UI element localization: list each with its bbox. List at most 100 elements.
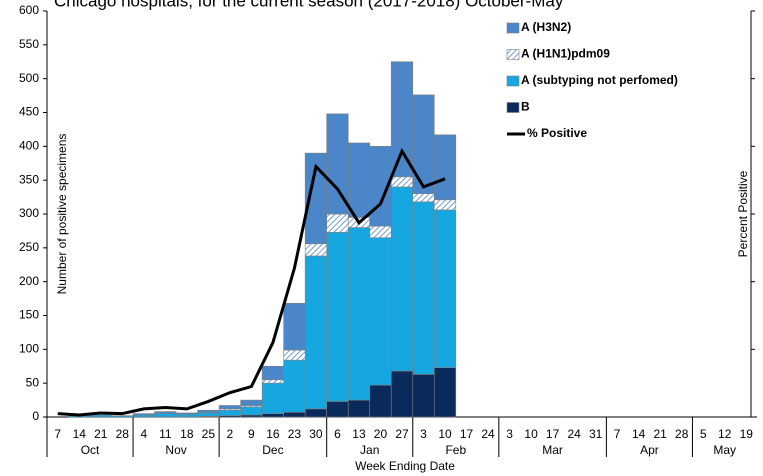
x-tick-label: 24 (567, 427, 581, 441)
chart-title: Chicago hospitals, for the current seaso… (54, 0, 564, 10)
month-label: May (713, 443, 736, 457)
bar-segment (283, 303, 306, 351)
x-tick-label: 3 (420, 427, 427, 441)
x-tick-label: 19 (740, 427, 754, 441)
x-tick-label: 10 (438, 427, 452, 441)
bar-segment (304, 408, 327, 418)
bar-segment (390, 370, 414, 418)
bar-segment (240, 414, 263, 418)
bar-segment (347, 142, 371, 218)
bar-segment (89, 414, 112, 418)
legend-swatch (506, 75, 520, 87)
bar-segment (283, 359, 306, 413)
x-tick-label: 20 (374, 427, 388, 441)
x-tick-label: 13 (352, 427, 366, 441)
bar-segment (240, 399, 263, 406)
bar-segment (111, 415, 134, 418)
y-tick-label: 250 (19, 240, 39, 254)
x-tick-label: 18 (180, 427, 194, 441)
bar-segment (304, 243, 327, 257)
x-tick-label: 17 (546, 427, 560, 441)
bar-segment (433, 209, 457, 368)
x-tick-label: 30 (309, 427, 323, 441)
x-tick-label: 27 (395, 427, 409, 441)
line (57, 147, 446, 417)
x-tick-label: 23 (288, 427, 302, 441)
legend-label: A (H3N2) (521, 20, 571, 34)
bar-segment (261, 365, 284, 381)
x-tick-label: 4 (140, 427, 147, 441)
x-tick-label: 17 (460, 427, 474, 441)
bar-segment (369, 384, 392, 418)
x-tick-label: 2 (227, 427, 234, 441)
y-tick-label: 50 (26, 375, 40, 389)
y-tick-label: 350 (19, 172, 39, 186)
x-tick-label: 14 (73, 427, 87, 441)
x-tick-label: 14 (632, 427, 646, 441)
bar-segment (326, 213, 349, 233)
bar-segment (132, 413, 155, 416)
bar-segment (433, 367, 457, 418)
bar-segment (132, 414, 155, 418)
legend-swatch (506, 49, 520, 60)
y-tick-label: 450 (19, 105, 39, 119)
y-tick-label: 600 (19, 3, 39, 17)
bar-segment (197, 412, 220, 417)
bar-segment (261, 379, 284, 384)
month-label: Mar (542, 443, 563, 457)
x-tick-label: 7 (614, 427, 621, 441)
bar-segment (390, 176, 414, 188)
y-tick-label: 500 (19, 71, 39, 85)
bar-segment (326, 231, 349, 402)
x-tick-label: 9 (248, 427, 255, 441)
y-tick-label: 550 (19, 37, 39, 51)
bar-segment (326, 401, 349, 418)
x-tick-label: 3 (506, 427, 513, 441)
bar-segment (412, 374, 435, 418)
bar-segment (240, 406, 263, 416)
y2-axis-title: Percent Positive (736, 170, 750, 257)
bar-segment (390, 61, 414, 178)
bar-segment (433, 199, 457, 211)
y-axis-title: Number of positive specimens (55, 134, 69, 295)
bar-segment (369, 146, 392, 227)
y-tick-label: 300 (19, 206, 39, 220)
x-tick-label: 10 (524, 427, 538, 441)
month-label: Apr (640, 443, 659, 457)
legend-label: A (H1N1)pdm09 (521, 47, 610, 61)
month-label: Feb (445, 443, 466, 457)
bar-segment (283, 349, 306, 361)
y-tick-label: 150 (19, 308, 39, 322)
bar-segment (433, 134, 457, 201)
month-label: Nov (165, 443, 186, 457)
x-tick-label: 6 (334, 427, 341, 441)
y-tick-label: 0 (32, 409, 39, 423)
bar-segment (175, 413, 198, 418)
bar-segment (218, 405, 241, 410)
bar-segment (261, 413, 284, 418)
bar-segment (412, 94, 435, 195)
month-label: Oct (81, 443, 100, 457)
x-tick-label: 28 (675, 427, 689, 441)
x-tick-label: 5 (700, 427, 707, 441)
bar-segment (261, 382, 284, 414)
bar-segment (412, 193, 435, 203)
legend-label: A (subtyping not perfomed) (521, 73, 678, 87)
month-label: Jan (360, 443, 379, 457)
x-axis-title: Week Ending Date (355, 459, 455, 473)
x-tick-label: 25 (202, 427, 216, 441)
x-tick-label: 24 (481, 427, 495, 441)
legend-label: B (521, 100, 530, 114)
x-tick-label: 21 (94, 427, 108, 441)
bar-segment (412, 201, 435, 375)
bar-segment (390, 186, 414, 372)
bar-segment (304, 255, 327, 410)
x-tick-label: 7 (54, 427, 61, 441)
legend-swatch (506, 22, 520, 34)
bar-segment (197, 409, 220, 414)
legend-label: % Positive (527, 126, 587, 140)
bar-segment (175, 412, 198, 415)
bar-segment (369, 237, 392, 386)
x-tick-label: 11 (159, 427, 172, 441)
